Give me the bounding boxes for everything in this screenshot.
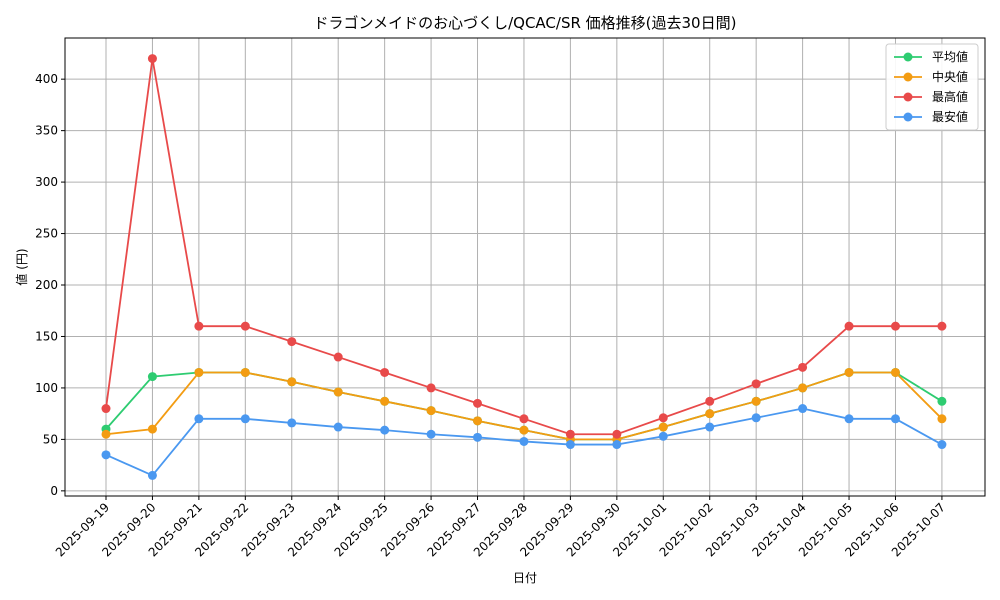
data-point bbox=[287, 337, 297, 347]
legend-label: 最安値 bbox=[932, 109, 968, 124]
data-point bbox=[519, 436, 529, 446]
data-point bbox=[380, 425, 390, 435]
data-point bbox=[705, 422, 715, 432]
data-point bbox=[844, 414, 854, 424]
data-point bbox=[565, 440, 575, 450]
legend-swatch-marker bbox=[903, 52, 913, 62]
data-point bbox=[565, 429, 575, 439]
data-point bbox=[380, 367, 390, 377]
data-point bbox=[473, 432, 483, 442]
y-tick-label: 350 bbox=[35, 124, 58, 138]
series-lines bbox=[101, 54, 947, 480]
data-point bbox=[751, 379, 761, 389]
data-point bbox=[194, 414, 204, 424]
data-point bbox=[287, 377, 297, 387]
data-point bbox=[101, 429, 111, 439]
y-tick-label: 200 bbox=[35, 278, 58, 292]
data-point bbox=[890, 367, 900, 377]
data-point bbox=[844, 321, 854, 331]
chart-title: ドラゴンメイドのお心づくし/QCAC/SR 価格推移(過去30日間) bbox=[314, 14, 737, 32]
data-point bbox=[937, 440, 947, 450]
data-point bbox=[240, 367, 250, 377]
data-point bbox=[101, 404, 111, 414]
data-point bbox=[380, 396, 390, 406]
data-point bbox=[612, 440, 622, 450]
data-point bbox=[751, 413, 761, 423]
data-point bbox=[240, 414, 250, 424]
data-point bbox=[890, 321, 900, 331]
data-point bbox=[473, 398, 483, 408]
data-point bbox=[333, 422, 343, 432]
y-tick-label: 250 bbox=[35, 227, 58, 241]
data-point bbox=[937, 321, 947, 331]
y-tick-label: 50 bbox=[43, 432, 58, 446]
y-axis-label: 値 (円) bbox=[14, 248, 29, 285]
data-point bbox=[798, 362, 808, 372]
legend-label: 平均値 bbox=[932, 49, 968, 64]
data-point bbox=[147, 470, 157, 480]
y-tick-label: 150 bbox=[35, 329, 58, 343]
data-point bbox=[658, 413, 668, 423]
data-point bbox=[147, 372, 157, 382]
data-point bbox=[751, 396, 761, 406]
data-point bbox=[287, 418, 297, 428]
legend-swatch-marker bbox=[903, 112, 913, 122]
x-axis-ticks: 2025-09-192025-09-202025-09-212025-09-22… bbox=[53, 496, 948, 559]
legend-swatch-marker bbox=[903, 72, 913, 82]
data-point bbox=[473, 416, 483, 426]
data-point bbox=[705, 409, 715, 419]
data-point bbox=[240, 321, 250, 331]
data-point bbox=[798, 404, 808, 414]
data-point bbox=[333, 352, 343, 362]
data-point bbox=[426, 406, 436, 416]
legend-label: 最高値 bbox=[932, 89, 968, 104]
data-point bbox=[658, 422, 668, 432]
data-point bbox=[844, 367, 854, 377]
plot-frame bbox=[64, 37, 986, 497]
y-tick-label: 100 bbox=[35, 381, 58, 395]
data-point bbox=[426, 429, 436, 439]
y-tick-label: 0 bbox=[50, 484, 58, 498]
legend-swatch-marker bbox=[903, 92, 913, 102]
y-axis-ticks: 0 50 100 150 200 250 300 350 400 bbox=[35, 72, 65, 498]
data-point bbox=[705, 396, 715, 406]
data-point bbox=[519, 414, 529, 424]
data-point bbox=[147, 54, 157, 64]
data-point bbox=[937, 414, 947, 424]
data-point bbox=[890, 414, 900, 424]
data-point bbox=[798, 383, 808, 393]
data-point bbox=[194, 367, 204, 377]
legend-box bbox=[885, 43, 979, 131]
data-point bbox=[101, 450, 111, 460]
legend-label: 中央値 bbox=[932, 69, 968, 84]
data-point bbox=[519, 425, 529, 435]
data-point bbox=[333, 387, 343, 397]
data-point bbox=[147, 424, 157, 434]
y-tick-label: 400 bbox=[35, 72, 58, 86]
y-tick-label: 300 bbox=[35, 175, 58, 189]
data-point bbox=[194, 321, 204, 331]
data-point bbox=[658, 431, 668, 441]
data-point bbox=[426, 383, 436, 393]
data-point bbox=[937, 396, 947, 406]
x-axis-label: 日付 bbox=[513, 571, 537, 585]
data-point bbox=[612, 429, 622, 439]
